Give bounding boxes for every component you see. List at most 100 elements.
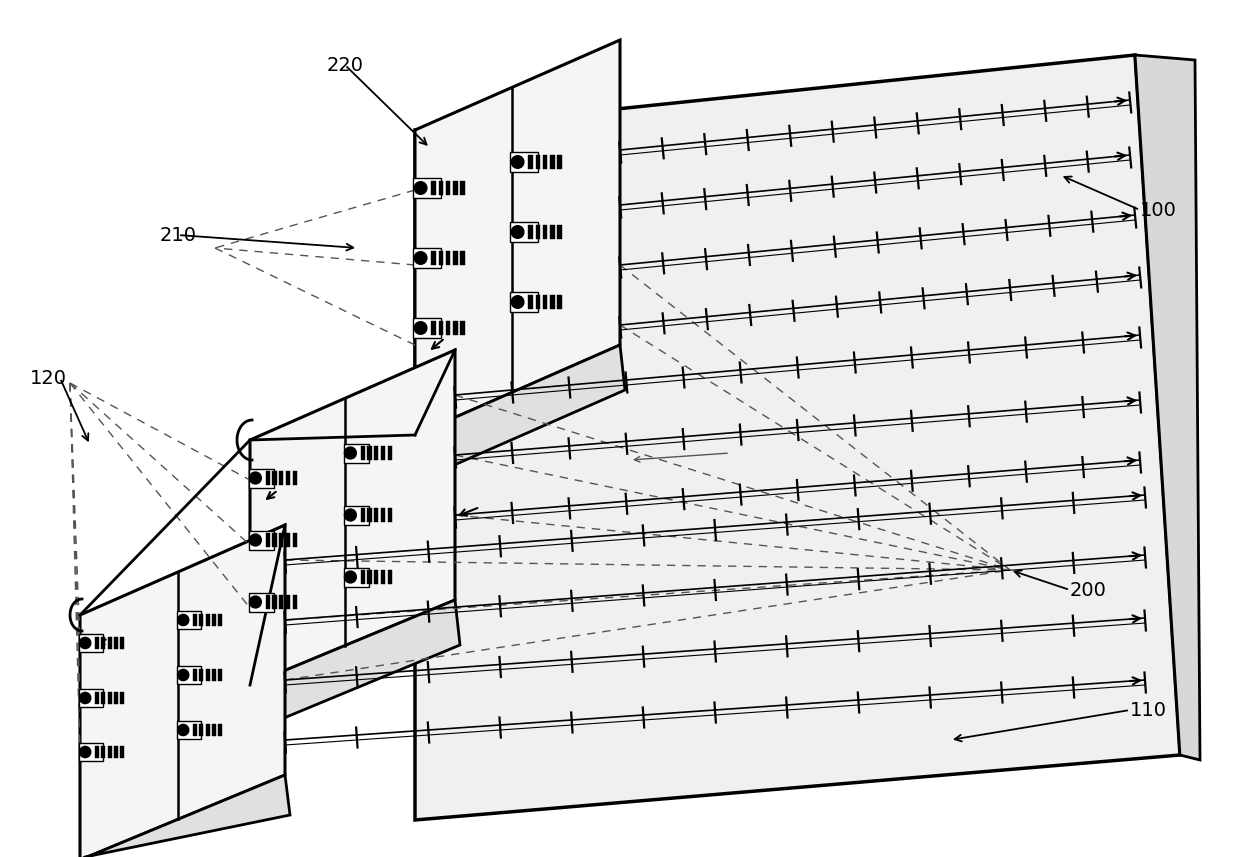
Circle shape [79, 638, 91, 649]
Bar [120, 637, 124, 650]
Bar [102, 637, 105, 650]
Bar [286, 533, 290, 547]
FancyBboxPatch shape [248, 530, 274, 549]
Bar [218, 614, 222, 626]
Bar [367, 446, 372, 460]
Bar [367, 508, 372, 522]
Circle shape [414, 321, 427, 334]
Bar [293, 596, 298, 608]
Bar [279, 596, 284, 608]
Bar [286, 471, 290, 485]
Circle shape [177, 724, 188, 735]
Bar [192, 668, 197, 681]
Circle shape [345, 571, 356, 583]
Bar [286, 596, 290, 608]
FancyBboxPatch shape [177, 611, 201, 629]
Bar [460, 321, 465, 335]
Bar [557, 225, 562, 239]
Bar [279, 533, 284, 547]
Polygon shape [81, 775, 290, 857]
Bar [200, 723, 203, 736]
Bar [114, 746, 118, 758]
Bar [439, 181, 443, 195]
Bar [212, 614, 216, 626]
Bar [543, 155, 547, 169]
Bar [273, 596, 277, 608]
Bar [200, 668, 203, 681]
Bar [192, 614, 197, 626]
Bar [439, 321, 443, 335]
Circle shape [511, 296, 525, 309]
Bar [536, 225, 541, 239]
FancyBboxPatch shape [511, 292, 538, 312]
Bar [94, 692, 99, 704]
Bar [551, 225, 554, 239]
Bar [528, 295, 533, 309]
Bar [446, 251, 450, 265]
FancyBboxPatch shape [343, 444, 370, 463]
FancyBboxPatch shape [413, 248, 440, 268]
Text: 120: 120 [30, 369, 67, 387]
Bar [218, 668, 222, 681]
Bar [293, 471, 298, 485]
Circle shape [414, 252, 427, 264]
Bar [265, 533, 270, 547]
Bar [265, 471, 270, 485]
FancyBboxPatch shape [343, 567, 370, 586]
Bar [273, 471, 277, 485]
Bar [200, 614, 203, 626]
Bar [361, 570, 365, 584]
Circle shape [249, 472, 262, 484]
Circle shape [511, 156, 525, 168]
Circle shape [249, 596, 262, 608]
Bar [114, 692, 118, 704]
FancyBboxPatch shape [248, 592, 274, 612]
FancyBboxPatch shape [511, 222, 538, 242]
Bar [453, 321, 458, 335]
Bar [381, 570, 386, 584]
Bar [432, 321, 436, 335]
Bar [543, 225, 547, 239]
FancyBboxPatch shape [413, 318, 440, 338]
Bar [388, 446, 392, 460]
Bar [102, 746, 105, 758]
Bar [374, 570, 378, 584]
Circle shape [345, 447, 356, 459]
Bar [536, 295, 541, 309]
Bar [293, 533, 298, 547]
Bar [361, 508, 365, 522]
Bar [381, 446, 386, 460]
Bar [460, 251, 465, 265]
FancyBboxPatch shape [511, 152, 538, 172]
FancyBboxPatch shape [413, 178, 440, 198]
Bar [446, 321, 450, 335]
Text: 220: 220 [326, 56, 363, 75]
Bar [265, 596, 270, 608]
Bar [374, 446, 378, 460]
Circle shape [414, 182, 427, 195]
Bar [114, 637, 118, 650]
Bar [108, 692, 112, 704]
Bar [453, 251, 458, 265]
Bar [206, 723, 210, 736]
Text: 110: 110 [1130, 700, 1167, 720]
Bar [108, 637, 112, 650]
Bar [528, 225, 533, 239]
Circle shape [79, 692, 91, 704]
Bar [374, 508, 378, 522]
Bar [557, 295, 562, 309]
Polygon shape [415, 345, 625, 480]
Bar [460, 181, 465, 195]
Bar [388, 570, 392, 584]
Bar [212, 668, 216, 681]
Bar [279, 471, 284, 485]
FancyBboxPatch shape [248, 469, 274, 488]
FancyBboxPatch shape [79, 634, 103, 652]
Bar [388, 508, 392, 522]
Bar [218, 723, 222, 736]
FancyBboxPatch shape [79, 689, 103, 707]
Polygon shape [81, 525, 285, 857]
Bar [273, 533, 277, 547]
Bar [446, 181, 450, 195]
Polygon shape [415, 55, 1180, 820]
